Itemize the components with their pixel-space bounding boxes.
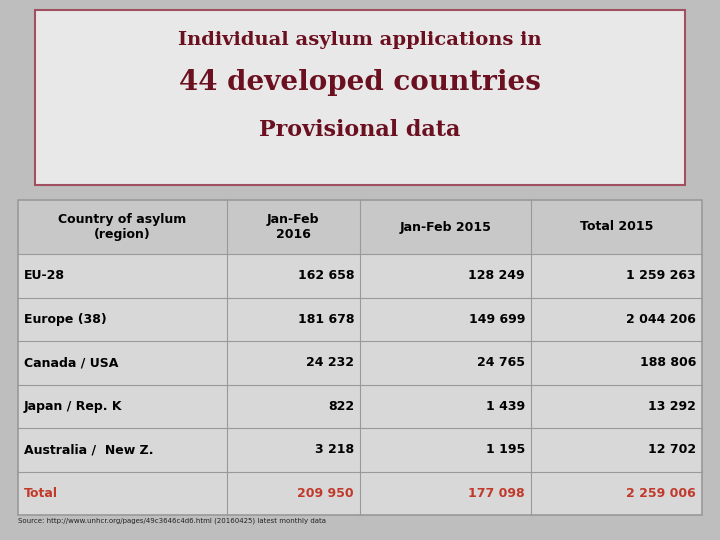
Text: Country of asylum
(region): Country of asylum (region) <box>58 213 186 241</box>
Text: 162 658: 162 658 <box>297 269 354 282</box>
Text: EU-28: EU-28 <box>24 269 65 282</box>
Text: Australia /  New Z.: Australia / New Z. <box>24 443 153 456</box>
Text: Japan / Rep. K: Japan / Rep. K <box>24 400 122 413</box>
Text: 149 699: 149 699 <box>469 313 525 326</box>
FancyBboxPatch shape <box>18 298 702 341</box>
Text: 128 249: 128 249 <box>469 269 525 282</box>
Text: Canada / USA: Canada / USA <box>24 356 118 369</box>
FancyBboxPatch shape <box>18 428 702 471</box>
Text: 209 950: 209 950 <box>297 487 354 500</box>
Text: 1 195: 1 195 <box>486 443 525 456</box>
Text: Provisional data: Provisional data <box>259 119 461 141</box>
Text: Source: http://www.unhcr.org/pages/49c3646c4d6.html (20160425) latest monthly da: Source: http://www.unhcr.org/pages/49c36… <box>18 517 326 523</box>
Text: 24 765: 24 765 <box>477 356 525 369</box>
FancyBboxPatch shape <box>18 471 702 515</box>
Text: Europe (38): Europe (38) <box>24 313 107 326</box>
Text: Total: Total <box>24 487 58 500</box>
Text: 3 218: 3 218 <box>315 443 354 456</box>
Text: 2 259 006: 2 259 006 <box>626 487 696 500</box>
Text: 1 259 263: 1 259 263 <box>626 269 696 282</box>
Text: Jan-Feb 2015: Jan-Feb 2015 <box>400 220 492 233</box>
Text: Individual asylum applications in: Individual asylum applications in <box>178 31 542 49</box>
Text: 2 044 206: 2 044 206 <box>626 313 696 326</box>
Text: 44 developed countries: 44 developed countries <box>179 70 541 97</box>
FancyBboxPatch shape <box>18 200 702 254</box>
Text: 13 292: 13 292 <box>648 400 696 413</box>
Text: 188 806: 188 806 <box>639 356 696 369</box>
FancyBboxPatch shape <box>18 384 702 428</box>
Text: 24 232: 24 232 <box>306 356 354 369</box>
FancyBboxPatch shape <box>18 341 702 384</box>
Text: 822: 822 <box>328 400 354 413</box>
Text: 177 098: 177 098 <box>469 487 525 500</box>
Text: Total 2015: Total 2015 <box>580 220 653 233</box>
Text: 181 678: 181 678 <box>297 313 354 326</box>
Text: 12 702: 12 702 <box>648 443 696 456</box>
FancyBboxPatch shape <box>35 10 685 185</box>
FancyBboxPatch shape <box>18 254 702 298</box>
Text: 1 439: 1 439 <box>486 400 525 413</box>
Text: Jan-Feb
2016: Jan-Feb 2016 <box>267 213 320 241</box>
